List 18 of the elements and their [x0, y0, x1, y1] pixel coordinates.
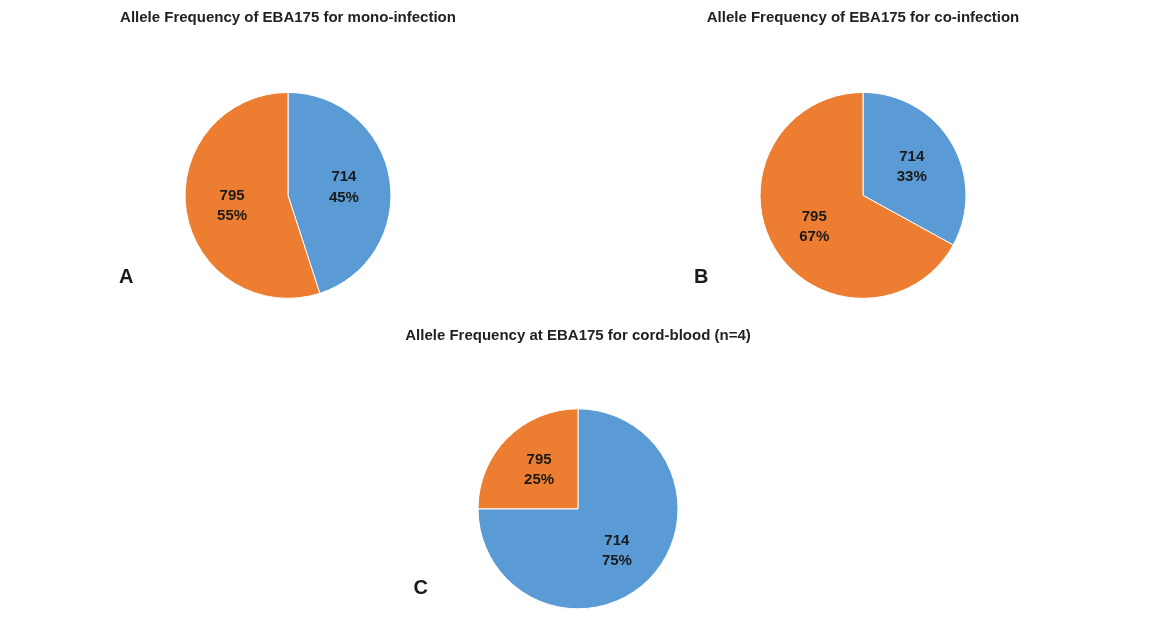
chart-title: Allele Frequency of EBA175 for co-infection: [706, 7, 1020, 25]
data-label: 33%: [896, 167, 927, 185]
slice-label: 714: [604, 530, 631, 548]
data-label: 55%: [217, 206, 248, 224]
data-label: 25%: [524, 470, 555, 488]
slice-label: 795: [801, 206, 827, 224]
chart-title: Allele Frequency at EBA175 for cord-blood (n=4): [405, 325, 751, 343]
text: A: [119, 264, 134, 287]
slice-label: 795: [219, 185, 245, 203]
slice-label: 714: [899, 146, 925, 164]
text: C: [413, 575, 429, 598]
slice-label: 714: [331, 167, 358, 185]
data-label: 45%: [328, 187, 359, 205]
text: B: [694, 264, 709, 287]
data-label: 67%: [799, 227, 830, 245]
slice-label: 795: [526, 449, 552, 467]
data-label: 75%: [601, 550, 632, 568]
chart-title: Allele Frequency of EBA175 for mono-infection: [120, 7, 456, 25]
